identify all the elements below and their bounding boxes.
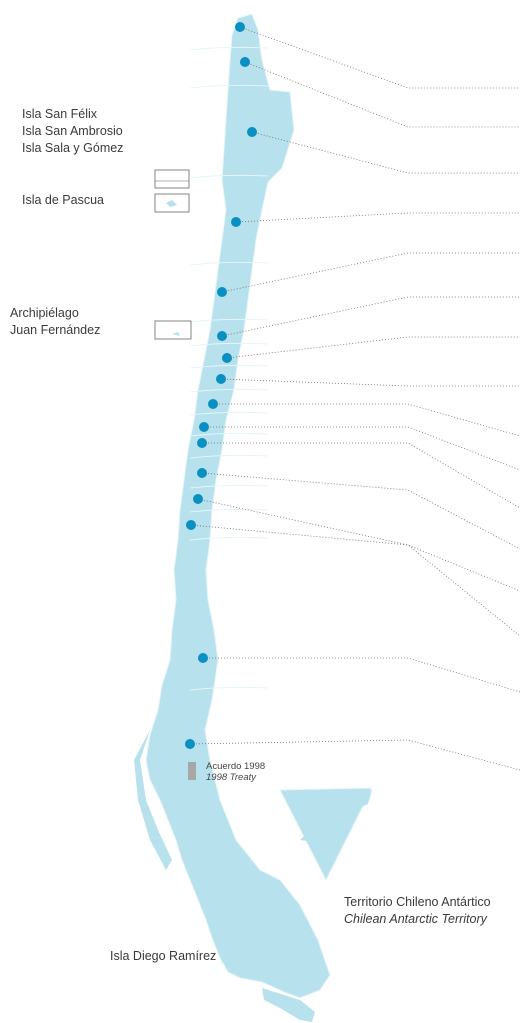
- isla-san-ambrosio-label: Isla San Ambrosio: [22, 124, 123, 138]
- region-boundary-line: [189, 432, 269, 437]
- antarctic-label-en: Chilean Antarctic Territory: [344, 912, 487, 926]
- region-boundary-line: [189, 364, 269, 369]
- leader-line-region-5: [221, 252, 520, 293]
- leader-line-region-1: [239, 26, 520, 89]
- antarctic-label: Territorio Chileno Antártico Chilean Ant…: [344, 894, 491, 928]
- leader-line-region-9: [213, 403, 521, 437]
- chile-mainland: [145, 13, 331, 999]
- pascua-inset-box: [154, 193, 190, 213]
- marker-region-10[interactable]: [199, 422, 209, 432]
- antarctic-label-es: Territorio Chileno Antártico: [344, 895, 491, 909]
- marker-region-16[interactable]: [185, 739, 195, 749]
- treaty-label-es: Acuerdo 1998: [206, 761, 266, 772]
- marker-region-6[interactable]: [217, 331, 227, 341]
- leader-line-region-3: [251, 131, 520, 174]
- treaty-zone: [188, 762, 196, 780]
- isla-san-felix-label: Isla San Félix: [22, 107, 98, 121]
- marker-region-13[interactable]: [193, 494, 203, 504]
- leader-line-region-8: [220, 378, 520, 387]
- marker-region-12[interactable]: [197, 468, 207, 478]
- marker-region-15[interactable]: [198, 653, 208, 663]
- region-boundary-line: [189, 174, 269, 179]
- region-boundary-line: [189, 536, 269, 541]
- region-boundary-line: [189, 484, 269, 489]
- region-boundaries: [189, 46, 269, 691]
- juan-fernandez-line-1: Archipiélago: [10, 306, 79, 320]
- leader-line-region-14: [190, 524, 521, 637]
- region-boundary-line: [189, 46, 269, 51]
- region-boundary-line: [189, 508, 269, 513]
- leader-line-region-6: [221, 296, 520, 337]
- antarctic-peninsula: [300, 790, 372, 842]
- juan-fernandez-inset-box: [154, 320, 192, 340]
- marker-region-8[interactable]: [216, 374, 226, 384]
- southern-islands: [134, 730, 172, 870]
- region-boundary-line: [189, 411, 269, 416]
- leader-line-region-10: [204, 426, 521, 471]
- marker-region-1[interactable]: [235, 22, 245, 32]
- pascua-island-shape: [166, 200, 177, 207]
- region-boundary-line: [189, 388, 269, 393]
- leader-line-region-11: [202, 442, 521, 509]
- marker-region-5[interactable]: [217, 287, 227, 297]
- marker-region-3[interactable]: [247, 127, 257, 137]
- isla-diego-ramirez-label: Isla Diego Ramírez: [110, 949, 217, 963]
- leader-line-region-4: [235, 212, 520, 223]
- region-boundary-line: [189, 261, 269, 266]
- juan-fernandez-line-2: Juan Fernández: [10, 323, 101, 337]
- marker-region-9[interactable]: [208, 399, 218, 409]
- region-boundary-line: [189, 318, 269, 323]
- leader-line-region-13: [197, 498, 521, 592]
- region-boundary-line: [189, 454, 269, 459]
- juan-fernandez-label: Archipiélago Juan Fernández: [10, 305, 100, 339]
- leader-lines: [189, 26, 521, 771]
- isla-sala-y-gomez-label: Isla Sala y Gómez: [22, 141, 124, 155]
- islands-inset-box: [154, 169, 190, 189]
- marker-region-2[interactable]: [240, 57, 250, 67]
- islands-group-label: Isla San Félix Isla San Ambrosio Isla Sa…: [22, 106, 123, 157]
- region-boundary-line: [189, 342, 269, 347]
- marker-region-14[interactable]: [186, 520, 196, 530]
- leader-line-region-15: [203, 657, 521, 693]
- juan-fernandez-island-shape: [172, 332, 180, 336]
- region-markers: [185, 22, 257, 749]
- treaty-label-en: 1998 Treaty: [206, 772, 256, 783]
- region-boundary-line: [189, 84, 269, 89]
- leader-line-region-7: [226, 336, 520, 359]
- marker-region-4[interactable]: [231, 217, 241, 227]
- treaty-label: Acuerdo 1998 1998 Treaty: [206, 761, 265, 783]
- leader-line-region-16: [189, 739, 521, 771]
- leader-line-region-12: [201, 472, 521, 550]
- tierra-del-fuego-fragment: [262, 988, 315, 1022]
- marker-region-7[interactable]: [222, 353, 232, 363]
- region-boundary-line: [189, 686, 269, 691]
- isla-de-pascua-label: Isla de Pascua: [22, 193, 104, 207]
- marker-region-11[interactable]: [197, 438, 207, 448]
